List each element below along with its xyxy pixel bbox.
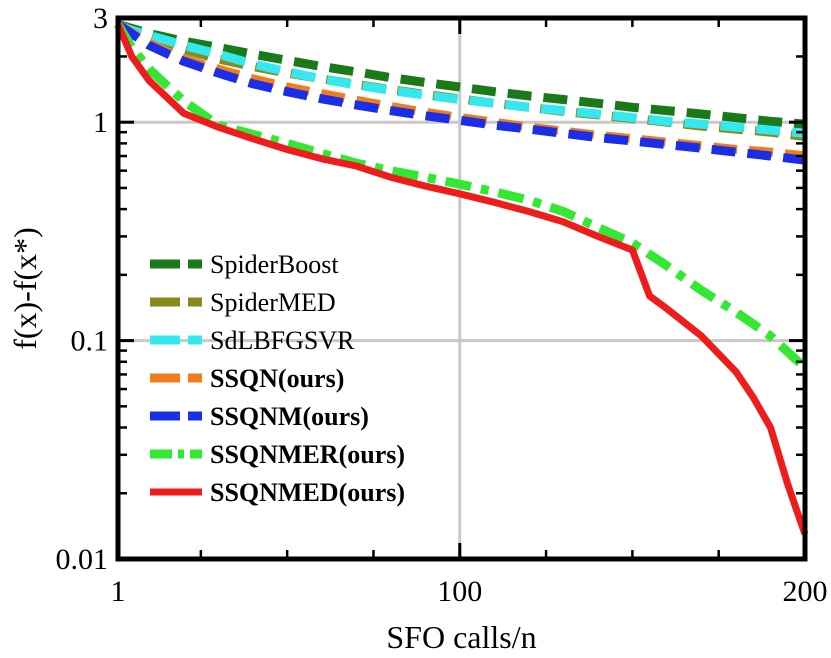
ticks: 1 100 200 0.01 0.1 1 3	[56, 2, 828, 608]
x-tick-label: 100	[437, 575, 482, 608]
x-tick-label: 200	[783, 575, 828, 608]
series-line-ssqnm-ours	[115, 20, 806, 165]
y-axis-title: f(x)-f(x*)	[7, 227, 43, 350]
series-line-ssqnmed-ours	[114, 23, 809, 536]
legend-label: SSQN(ours)	[210, 364, 344, 393]
series-line-spiderboost	[116, 20, 806, 129]
y-tick-label: 1	[93, 106, 108, 139]
series-line-ssqnmer-ours	[114, 22, 809, 372]
legend-label: SSQNMED(ours)	[210, 478, 405, 507]
plot-frame	[115, 15, 808, 562]
legend-label: SSQNM(ours)	[210, 402, 369, 431]
legend-label: SpiderBoost	[210, 250, 339, 279]
legend-label: SpiderMED	[210, 288, 336, 317]
series-layer	[114, 20, 809, 536]
y-tick-label: 3	[93, 2, 108, 35]
series-line-sdlbfgsvr	[116, 21, 806, 138]
legend: SpiderBoost SpiderMED SdLBFGSVR SSQN(ours) S…	[150, 250, 405, 507]
legend-label: SdLBFGSVR	[210, 326, 355, 355]
x-axis-title: SFO calls/n	[386, 619, 536, 655]
y-tick-label: 0.1	[71, 325, 109, 358]
legend-label: SSQNMER(ours)	[210, 440, 405, 469]
x-tick-label: 1	[111, 575, 126, 608]
y-tick-label: 0.01	[56, 543, 109, 576]
